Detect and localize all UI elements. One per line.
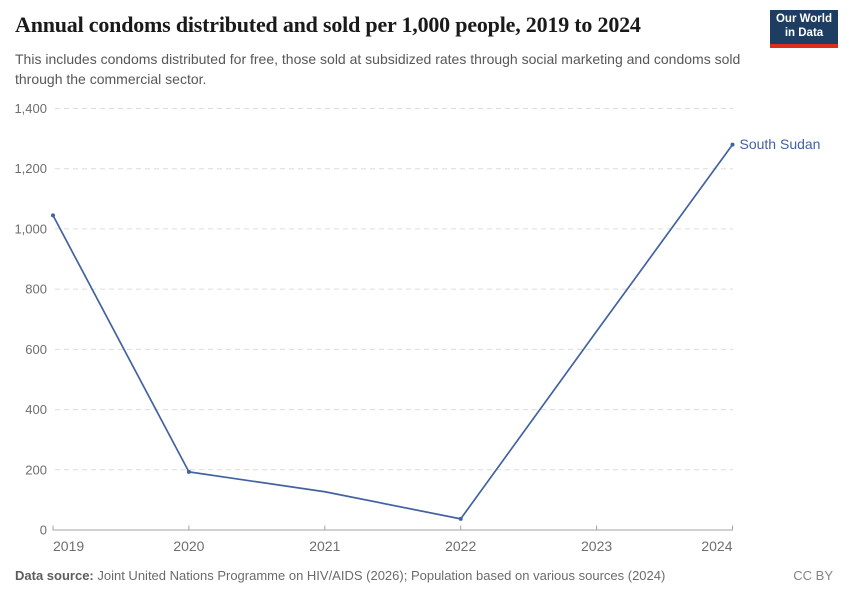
data-point[interactable] (186, 469, 191, 474)
y-axis-tick-label: 800 (25, 282, 47, 297)
y-axis-tick-label: 600 (25, 342, 47, 357)
x-axis-tick-label: 2021 (309, 538, 340, 554)
chart-footer: Data source: Joint United Nations Progra… (15, 568, 833, 583)
data-source: Data source: Joint United Nations Progra… (15, 568, 665, 583)
data-source-label: Data source: (15, 568, 94, 583)
owid-logo-line2: in Data (784, 27, 824, 39)
page-title: Annual condoms distributed and sold per … (15, 12, 641, 37)
y-axis-tick-label: 1,400 (14, 101, 47, 116)
x-axis-tick-label: 2022 (445, 538, 476, 554)
data-point[interactable] (730, 142, 735, 147)
data-line-south-sudan[interactable] (52, 143, 734, 520)
chart-subtitle: This includes condoms distributed for fr… (15, 51, 741, 88)
owid-logo[interactable]: Our World in Data (770, 10, 838, 48)
x-axis-tick-label: 2019 (53, 538, 84, 554)
y-axis-tick-label: 0 (40, 523, 47, 538)
x-axis-tick-label: 2023 (581, 538, 612, 554)
series-label-south-sudan[interactable]: South Sudan (740, 136, 821, 152)
y-axis-tick-label: 1,200 (14, 161, 47, 176)
y-axis-tick-label: 400 (25, 402, 47, 417)
y-axis-tick-label: 200 (25, 462, 47, 477)
data-point[interactable] (458, 516, 463, 521)
x-axis-tick-label: 2020 (173, 538, 204, 554)
owid-logo-line1: Our World (775, 13, 832, 26)
x-axis-tick-label: 2024 (701, 538, 732, 554)
license-link[interactable]: CC BY (793, 568, 833, 583)
y-axis-tick-label: 1,000 (14, 221, 47, 236)
data-source-text: Joint United Nations Programme on HIV/AI… (93, 568, 666, 583)
data-point[interactable] (51, 213, 55, 218)
